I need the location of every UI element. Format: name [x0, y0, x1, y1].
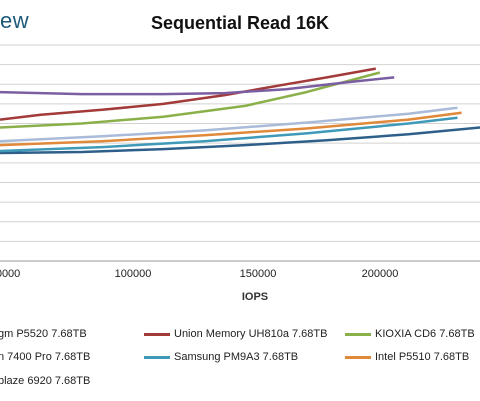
grid-lines: [0, 44, 480, 262]
legend-swatch: [345, 355, 371, 359]
legend-item: Samsung PM9A3 7.68TB: [144, 349, 298, 365]
legend-swatch: [144, 355, 170, 359]
legend-label: KIOXIA CD6 7.68TB: [375, 328, 475, 340]
x-tick-label: 100000: [114, 268, 152, 280]
legend-label: blaze 6920 7.68TB: [0, 375, 91, 387]
legend-item: Union Memory UH810a 7.68TB: [144, 326, 327, 342]
legend-label: Intel P5510 7.68TB: [375, 351, 470, 363]
legend-label: gm P5520 7.68TB: [0, 328, 87, 340]
logo-text: ew: [0, 8, 30, 33]
series-line-0: [0, 126, 480, 155]
chart-title: Sequential Read 16K: [150, 13, 330, 33]
series-line-1: [0, 67, 377, 121]
series-lines: [0, 67, 480, 155]
legend-swatch: [345, 332, 371, 336]
legend-label: Samsung PM9A3 7.68TB: [174, 351, 299, 363]
x-axis-label: IOPS: [241, 291, 269, 303]
legend-swatch: [144, 332, 170, 336]
x-tick-label: 00000: [0, 268, 21, 280]
legend-label: n 7400 Pro 7.68TB: [0, 351, 91, 363]
legend-item: blaze 6920 7.68TB: [0, 373, 90, 389]
x-tick-label: 200000: [361, 268, 399, 280]
series-line-3: [0, 76, 395, 96]
series-line-4: [0, 116, 458, 153]
legend-label: Union Memory UH810a 7.68TB: [174, 328, 328, 340]
legend-item: KIOXIA CD6 7.68TB: [345, 326, 475, 342]
series-line-2: [0, 71, 381, 129]
series-line-6: [0, 106, 458, 143]
x-tick-label: 150000: [239, 268, 277, 280]
legend-item: Intel P5510 7.68TB: [345, 349, 469, 365]
legend-item: gm P5520 7.68TB: [0, 326, 87, 342]
series-line-5: [0, 111, 462, 147]
legend-item: n 7400 Pro 7.68TB: [0, 349, 90, 365]
